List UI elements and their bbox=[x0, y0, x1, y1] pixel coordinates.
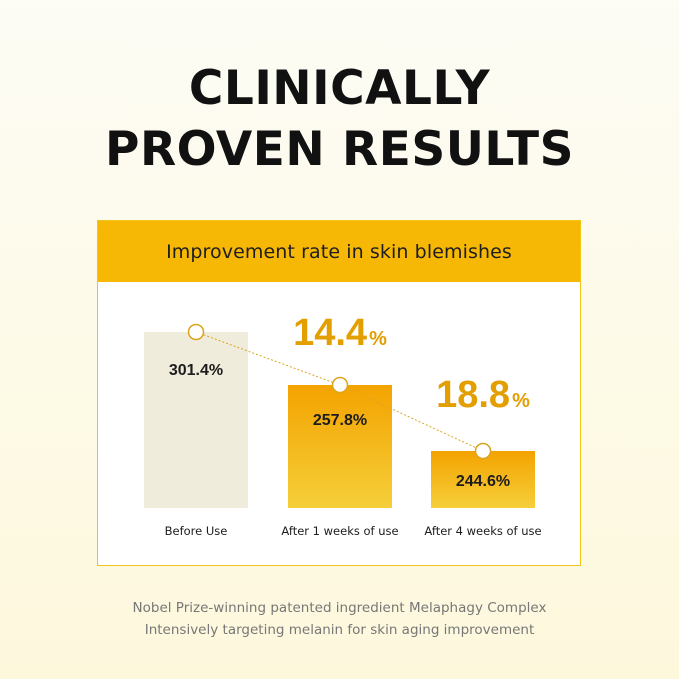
improvement-value-1: 14.4 bbox=[293, 312, 367, 354]
bar-3 bbox=[431, 451, 535, 508]
improvement-callout-1: 14.4% bbox=[293, 312, 387, 354]
trend-marker-1 bbox=[187, 323, 205, 341]
value-label-3: 244.6% bbox=[456, 473, 510, 490]
headline-line-1: CLINICALLY bbox=[188, 61, 491, 116]
footer-line-1: Nobel Prize-winning patented ingredient … bbox=[132, 600, 547, 616]
footer-line-2: Intensively targeting melanin for skin a… bbox=[144, 622, 535, 638]
chart-header: Improvement rate in skin blemishes bbox=[98, 221, 580, 282]
footer-text: Nobel Prize-winning patented ingredient … bbox=[0, 597, 679, 641]
bar-2 bbox=[288, 385, 392, 508]
bar-1 bbox=[144, 332, 248, 508]
category-label-3: After 4 weeks of use bbox=[424, 524, 541, 538]
category-label-1: Before Use bbox=[165, 524, 228, 538]
bar-chart: 301.4% 257.8% 244.6% Before Use After 1 week… bbox=[144, 312, 542, 538]
chart-card: Improvement rate in skin blemishes 301.4… bbox=[97, 220, 581, 566]
improvement-callout-2: 18.8% bbox=[436, 374, 530, 416]
trend-marker-2 bbox=[331, 376, 349, 394]
improvement-value-2: 18.8 bbox=[436, 374, 510, 416]
improvement-unit-1: % bbox=[369, 328, 387, 350]
headline: CLINICALLY PROVEN RESULTS bbox=[0, 58, 679, 180]
category-label-2: After 1 weeks of use bbox=[281, 524, 398, 538]
improvement-unit-2: % bbox=[512, 390, 530, 412]
headline-line-2: PROVEN RESULTS bbox=[105, 122, 574, 177]
chart-title: Improvement rate in skin blemishes bbox=[166, 240, 512, 263]
value-label-2: 257.8% bbox=[313, 412, 367, 429]
value-label-1: 301.4% bbox=[169, 362, 223, 379]
trend-marker-3 bbox=[474, 442, 492, 460]
